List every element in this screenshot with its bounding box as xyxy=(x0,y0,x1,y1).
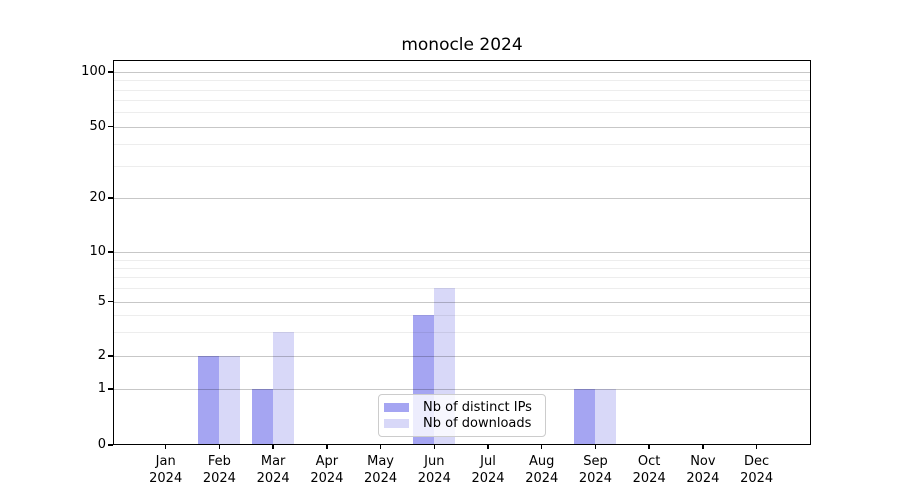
y-tick-mark xyxy=(108,197,113,199)
y-tick-mark xyxy=(108,125,113,128)
x-tick-label-aug: Aug 2024 xyxy=(510,453,574,487)
x-tick-label-may: May 2024 xyxy=(349,453,413,487)
minor-gridline xyxy=(114,277,810,279)
x-tick-year: 2024 xyxy=(686,471,720,486)
x-tick-label-feb: Feb 2024 xyxy=(187,453,251,487)
minor-gridline xyxy=(114,89,810,91)
legend-label-downloads: Nb of downloads xyxy=(423,416,532,432)
x-tick-month: May xyxy=(367,454,395,469)
x-tick-year: 2024 xyxy=(471,471,505,486)
legend: Nb of distinct IPs Nb of downloads xyxy=(378,394,546,437)
y-tick-label: 10 xyxy=(89,244,106,259)
x-tick-label-apr: Apr 2024 xyxy=(295,453,359,487)
x-tick-year: 2024 xyxy=(149,471,183,486)
minor-gridline xyxy=(114,143,810,145)
minor-gridline xyxy=(114,288,810,290)
x-tick-year: 2024 xyxy=(578,471,612,486)
major-gridline xyxy=(114,252,810,253)
minor-gridline xyxy=(114,267,810,269)
x-tick-year: 2024 xyxy=(310,471,344,486)
x-tick-label-jul: Jul 2024 xyxy=(456,453,520,487)
x-tick-label-jan: Jan 2024 xyxy=(134,453,198,487)
minor-gridline xyxy=(114,80,810,82)
y-tick-label: 5 xyxy=(97,293,106,309)
legend-label-distinct-ips: Nb of distinct IPs xyxy=(423,399,532,415)
minor-gridline xyxy=(114,331,810,333)
x-tick-month: Sep xyxy=(583,454,608,469)
bar-downloads-feb-2024 xyxy=(219,356,241,445)
x-tick-month: Jan xyxy=(155,454,176,469)
x-tick-month: Mar xyxy=(260,454,286,469)
bar-downloads-sep-2024 xyxy=(595,389,617,445)
x-tick-mark xyxy=(702,445,704,449)
x-tick-year: 2024 xyxy=(256,471,290,486)
y-tick-label: 1 xyxy=(97,381,106,396)
x-tick-label-oct: Oct 2024 xyxy=(617,453,681,487)
y-tick-label: 100 xyxy=(81,64,106,79)
x-tick-year: 2024 xyxy=(364,471,398,486)
x-tick-month: Feb xyxy=(207,454,231,469)
x-tick-mark xyxy=(433,445,436,449)
x-tick-label-sep: Sep 2024 xyxy=(563,453,627,487)
x-tick-mark xyxy=(326,445,328,449)
minor-gridline xyxy=(114,112,810,114)
y-tick-label: 0 xyxy=(97,437,106,452)
minor-gridline xyxy=(114,314,810,316)
x-tick-label-mar: Mar 2024 xyxy=(241,453,305,487)
y-tick-mark xyxy=(108,300,113,303)
minor-gridline xyxy=(114,166,810,168)
y-tick-mark xyxy=(108,71,113,73)
major-gridline xyxy=(114,389,810,390)
minor-gridline xyxy=(114,259,810,261)
y-tick-label: 50 xyxy=(89,118,106,134)
y-tick-label: 20 xyxy=(89,190,106,205)
x-tick-mark xyxy=(379,445,382,449)
y-tick-mark xyxy=(108,355,113,357)
x-tick-month: Jun xyxy=(424,454,445,469)
x-tick-month: Aug xyxy=(529,454,555,469)
x-tick-month: Oct xyxy=(637,454,661,469)
x-tick-mark xyxy=(218,445,221,449)
x-tick-year: 2024 xyxy=(202,471,236,486)
x-tick-mark xyxy=(487,445,489,449)
legend-swatch-downloads xyxy=(384,419,409,429)
x-tick-mark xyxy=(540,445,543,449)
x-tick-mark xyxy=(755,445,758,449)
x-tick-year: 2024 xyxy=(740,471,774,486)
major-gridline xyxy=(114,356,810,357)
x-tick-month: Jul xyxy=(480,454,496,469)
y-tick-mark xyxy=(108,251,113,253)
legend-item-distinct-ips: Nb of distinct IPs xyxy=(384,399,539,416)
x-tick-label-dec: Dec 2024 xyxy=(725,453,789,487)
x-tick-month: Nov xyxy=(690,454,716,469)
x-tick-label-nov: Nov 2024 xyxy=(671,453,735,487)
bar-downloads-mar-2024 xyxy=(273,331,295,445)
x-tick-year: 2024 xyxy=(525,471,559,486)
y-tick-mark xyxy=(108,388,113,390)
bar-distinct-ips-mar-2024 xyxy=(252,389,274,445)
x-tick-month: Apr xyxy=(315,454,339,469)
x-tick-label-jun: Jun 2024 xyxy=(402,453,466,487)
x-tick-year: 2024 xyxy=(632,471,666,486)
bar-distinct-ips-sep-2024 xyxy=(574,389,596,445)
x-tick-mark xyxy=(164,445,167,449)
chart-title: monocle 2024 xyxy=(401,35,523,55)
x-tick-month: Dec xyxy=(744,454,770,469)
major-gridline xyxy=(114,72,810,73)
major-gridline xyxy=(114,126,810,128)
y-tick-mark xyxy=(108,444,113,446)
x-tick-mark xyxy=(594,445,597,449)
legend-swatch-distinct-ips xyxy=(384,402,409,412)
x-tick-year: 2024 xyxy=(417,471,451,486)
major-gridline xyxy=(114,301,810,303)
major-gridline xyxy=(114,198,810,199)
x-tick-mark xyxy=(272,445,274,449)
legend-item-downloads: Nb of downloads xyxy=(384,416,539,433)
bar-distinct-ips-feb-2024 xyxy=(198,356,220,445)
y-tick-label: 2 xyxy=(97,348,106,363)
minor-gridline xyxy=(114,100,810,102)
x-tick-mark xyxy=(648,445,650,449)
